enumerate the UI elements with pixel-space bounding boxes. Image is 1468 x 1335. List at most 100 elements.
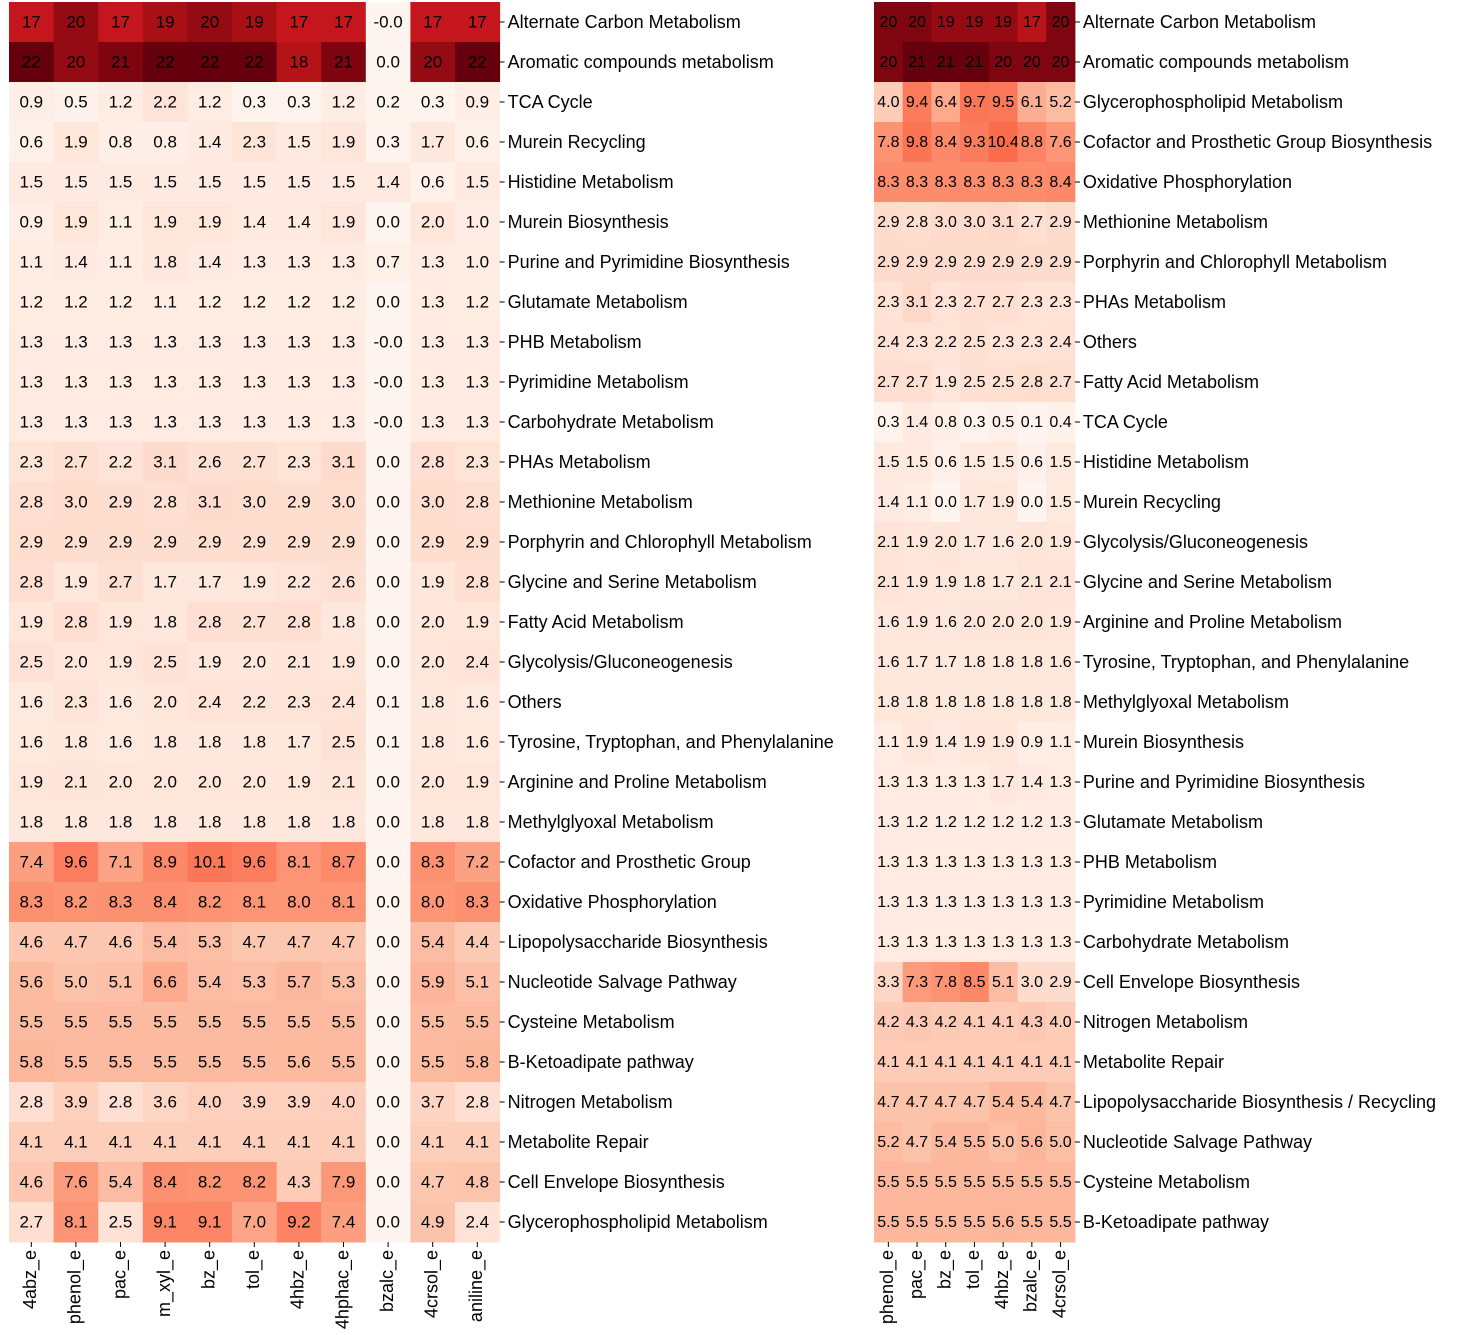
cell-label: 0.6 (465, 132, 489, 151)
heatmap-cell (142, 642, 188, 683)
heatmap-cell (9, 962, 55, 1003)
heatmap-cell (232, 722, 278, 763)
heatmap-cell (455, 242, 501, 283)
heatmap-cell (9, 522, 55, 563)
cell-label: 1.5 (153, 172, 177, 191)
cell-label: 2.5 (992, 374, 1014, 391)
heatmap-cell (455, 362, 501, 403)
cell-label: 3.1 (153, 452, 177, 471)
cell-label: 2.8 (421, 452, 445, 471)
heatmap-cell (988, 362, 1018, 403)
cell-label: 1.3 (906, 854, 928, 871)
heatmap-cell (988, 402, 1018, 443)
x-tick-label: phenol_e (65, 1250, 86, 1324)
heatmap-cell (931, 42, 961, 83)
cell-label: 2.8 (19, 492, 43, 511)
cell-label: 3.0 (64, 492, 88, 511)
heatmap-cell (1017, 882, 1047, 923)
heatmap-cell (988, 722, 1018, 763)
heatmap-cell (410, 1082, 456, 1123)
heatmap-cell (232, 682, 278, 723)
cell-label: 1.3 (198, 372, 222, 391)
heatmap-cell (321, 2, 367, 43)
cell-label: 4.1 (242, 1132, 266, 1151)
cell-label: 2.0 (963, 614, 985, 631)
cell-label: 21 (908, 54, 926, 71)
cell-label: 8.2 (64, 892, 88, 911)
heatmap-cell (321, 962, 367, 1003)
heatmap-cell (988, 602, 1018, 643)
cell-label: 2.9 (153, 532, 177, 551)
cell-label: 1.3 (992, 894, 1014, 911)
cell-label: 0.9 (19, 92, 43, 111)
heatmap-cell (365, 1122, 411, 1163)
cell-label: 2.5 (109, 1212, 133, 1231)
heatmap-cell (53, 242, 99, 283)
cell-label: 8.1 (287, 852, 311, 871)
cell-label: 1.9 (64, 132, 88, 151)
cell-label: 4.1 (198, 1132, 222, 1151)
cell-label: 1.8 (109, 812, 133, 831)
heatmap-cell (142, 122, 188, 163)
cell-label: 1.1 (1049, 734, 1071, 751)
cell-label: 2.0 (421, 772, 445, 791)
heatmap-cell (1046, 402, 1076, 443)
cell-label: 5.5 (1021, 1174, 1043, 1191)
heatmap-cell (410, 42, 456, 83)
heatmap-cell (98, 922, 144, 963)
y-tick-label: PHAs Metabolism (508, 452, 651, 472)
heatmap-cell (276, 82, 322, 123)
y-tick-label: Cysteine Metabolism (508, 1012, 675, 1032)
cell-label: 1.6 (877, 614, 899, 631)
cell-label: 17 (423, 12, 442, 31)
heatmap-cell (321, 1162, 367, 1203)
heatmap-cell (902, 82, 932, 123)
heatmap-cell (232, 842, 278, 883)
heatmap-cell (53, 642, 99, 683)
cell-label: 5.5 (877, 1214, 899, 1231)
cell-label: 2.9 (242, 532, 266, 551)
heatmap-cell (232, 562, 278, 603)
heatmap-cell (365, 762, 411, 803)
cell-label: 5.5 (963, 1134, 985, 1151)
heatmap-cell (276, 802, 322, 843)
heatmap-cell (187, 1162, 233, 1203)
cell-label: 2.7 (963, 294, 985, 311)
heatmap-cell (365, 282, 411, 323)
cell-label: 5.6 (992, 1214, 1014, 1231)
cell-label: 8.3 (906, 174, 928, 191)
y-tick-label: Arginine and Proline Metabolism (508, 772, 767, 792)
heatmap-cell (1017, 522, 1047, 563)
cell-label: 1.3 (19, 412, 43, 431)
heatmap-cell (321, 642, 367, 683)
heatmap-cell (902, 242, 932, 283)
cell-label: 2.7 (109, 572, 133, 591)
heatmap-cell (9, 482, 55, 523)
cell-label: 4.1 (877, 1054, 899, 1071)
heatmap-cell (142, 1082, 188, 1123)
heatmap-cell (1017, 42, 1047, 83)
y-tick-label: B-Ketoadipate pathway (1083, 1212, 1269, 1232)
cell-label: 1.8 (963, 654, 985, 671)
heatmap-cell (988, 442, 1018, 483)
heatmap-cell (187, 42, 233, 83)
cell-label: 1.3 (877, 894, 899, 911)
cell-label: 1.3 (19, 332, 43, 351)
heatmap-cell (232, 282, 278, 323)
heatmap-cell (53, 522, 99, 563)
cell-label: 5.4 (198, 972, 222, 991)
cell-label: 1.3 (287, 252, 311, 271)
heatmap-cell (960, 482, 990, 523)
cell-label: 0.4 (1049, 414, 1071, 431)
y-tick-label: Methionine Metabolism (508, 492, 693, 512)
heatmap-cell (276, 1162, 322, 1203)
heatmap-cell (321, 362, 367, 403)
heatmap-cell (276, 522, 322, 563)
cell-label: 8.2 (198, 892, 222, 911)
cell-label: 5.5 (465, 1012, 489, 1031)
heatmap-cell (1046, 1162, 1076, 1203)
heatmap-cell (931, 522, 961, 563)
cell-label: 2.9 (877, 214, 899, 231)
heatmap-cell (1046, 802, 1076, 843)
heatmap-cell (455, 202, 501, 243)
